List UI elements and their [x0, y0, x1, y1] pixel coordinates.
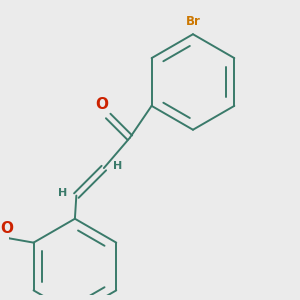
Text: O: O: [0, 221, 13, 236]
Text: H: H: [58, 188, 68, 198]
Text: Br: Br: [185, 15, 200, 28]
Text: O: O: [95, 97, 108, 112]
Text: H: H: [112, 161, 122, 171]
